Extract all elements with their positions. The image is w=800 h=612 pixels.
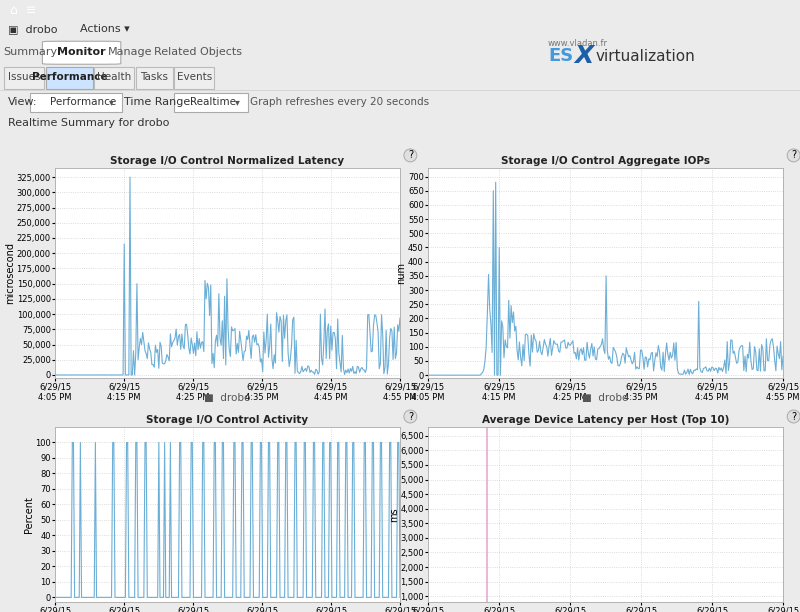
Bar <box>46 67 93 89</box>
Bar <box>4 67 44 89</box>
Bar <box>136 67 173 89</box>
Title: Storage I/O Control Aggregate IOPs: Storage I/O Control Aggregate IOPs <box>501 156 710 166</box>
Title: Average Device Latency per Host (Top 10): Average Device Latency per Host (Top 10) <box>482 415 729 425</box>
Text: virtualization: virtualization <box>596 49 696 64</box>
FancyBboxPatch shape <box>42 41 121 64</box>
Text: ES: ES <box>548 47 574 65</box>
Y-axis label: num: num <box>397 262 406 284</box>
Text: Tasks: Tasks <box>141 72 169 82</box>
Text: Monitor: Monitor <box>58 47 106 57</box>
FancyBboxPatch shape <box>30 93 122 112</box>
Text: Actions ▾: Actions ▾ <box>80 24 130 34</box>
Text: ⌂  ≡: ⌂ ≡ <box>10 4 36 17</box>
Text: View:: View: <box>8 97 38 107</box>
Text: Related Objects: Related Objects <box>154 47 242 57</box>
Text: ▾: ▾ <box>235 97 240 107</box>
Y-axis label: ms: ms <box>389 507 398 522</box>
Text: Health: Health <box>98 72 131 82</box>
Text: ▣  drobo: ▣ drobo <box>8 24 58 34</box>
Text: ?: ? <box>408 151 413 160</box>
Text: ?: ? <box>408 411 413 422</box>
Text: Realtime Summary for drobo: Realtime Summary for drobo <box>8 119 170 129</box>
Text: X: X <box>574 44 594 69</box>
Y-axis label: Percent: Percent <box>24 496 34 533</box>
Text: ?: ? <box>791 411 796 422</box>
Text: ?: ? <box>791 151 796 160</box>
Title: Storage I/O Control Activity: Storage I/O Control Activity <box>146 415 309 425</box>
Y-axis label: microsecond: microsecond <box>5 242 15 304</box>
Bar <box>94 67 134 89</box>
Text: Manage: Manage <box>108 47 152 57</box>
Text: ▾: ▾ <box>109 97 114 107</box>
Title: Storage I/O Control Normalized Latency: Storage I/O Control Normalized Latency <box>110 156 345 166</box>
Text: Realtime: Realtime <box>190 97 237 107</box>
Bar <box>174 67 214 89</box>
Text: Issues: Issues <box>8 72 40 82</box>
Text: Summary: Summary <box>3 47 57 57</box>
Text: Performance: Performance <box>32 72 107 82</box>
FancyBboxPatch shape <box>174 93 248 112</box>
Text: Time Range:: Time Range: <box>124 97 194 107</box>
Text: ■  drobo: ■ drobo <box>582 394 629 403</box>
Text: Performance: Performance <box>50 97 116 107</box>
Text: Graph refreshes every 20 seconds: Graph refreshes every 20 seconds <box>250 97 429 107</box>
Text: ■  drobo: ■ drobo <box>204 394 250 403</box>
Text: Events: Events <box>177 72 212 82</box>
Text: www.vladan.fr: www.vladan.fr <box>548 39 608 48</box>
